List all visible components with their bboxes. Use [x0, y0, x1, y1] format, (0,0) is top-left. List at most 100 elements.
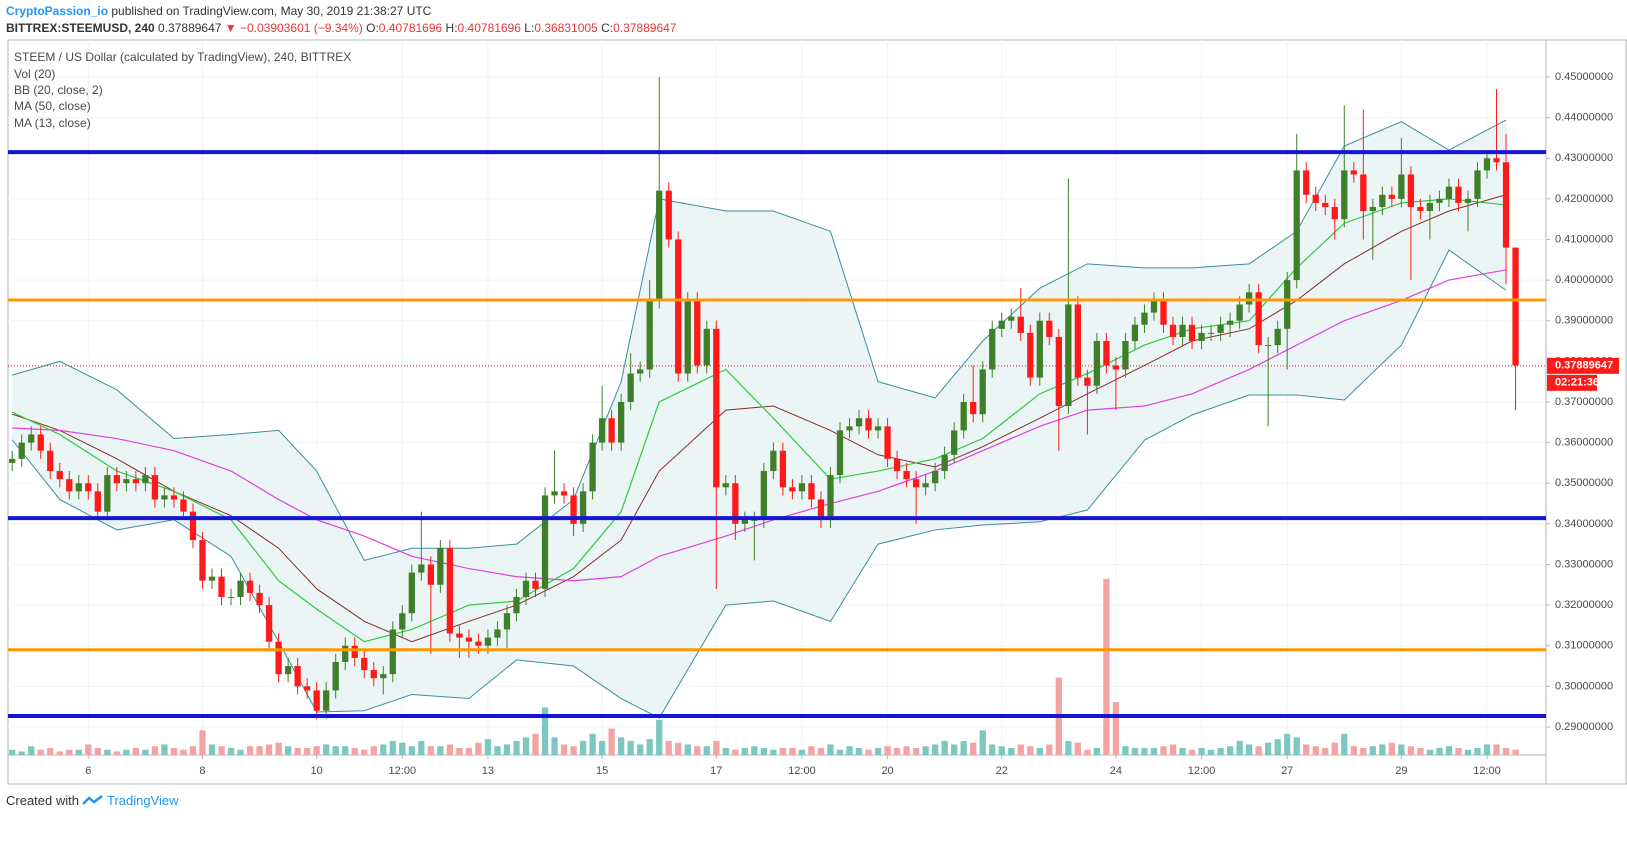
- volume-bar: [1065, 740, 1072, 755]
- candle-body: [589, 442, 596, 492]
- volume-bar: [560, 744, 568, 755]
- x-tick-label: 22: [996, 765, 1008, 777]
- brand[interactable]: TradingView: [106, 793, 179, 808]
- volume-bar: [218, 746, 225, 755]
- ohlc-value: 0.37889647: [613, 21, 677, 35]
- volume-bar: [798, 749, 806, 755]
- symbol: BITTREX:STEEMUSD, 240: [6, 21, 155, 35]
- volume-bar: [551, 737, 558, 755]
- volume-bar: [389, 740, 396, 755]
- volume-bar: [903, 746, 910, 755]
- volume-bar: [37, 749, 44, 755]
- candle-body: [884, 426, 891, 459]
- volume-bar: [1455, 747, 1462, 755]
- ohlc-key: C:: [601, 21, 614, 35]
- volume-bar: [1341, 733, 1348, 755]
- x-tick-label: 12:00: [1473, 765, 1501, 777]
- plot-area: [8, 76, 1546, 755]
- candle-body: [294, 666, 301, 687]
- published: published on TradingView.com, May 30, 20…: [111, 4, 432, 18]
- x-tick-label: 6: [85, 765, 91, 777]
- candle-body: [75, 483, 82, 492]
- candle-body: [227, 596, 235, 598]
- volume-bar: [713, 740, 720, 755]
- volume-bar: [1284, 733, 1291, 755]
- y-tick-label: 0.33000000: [1555, 558, 1613, 570]
- volume-bar: [1407, 746, 1415, 755]
- candle-body: [161, 495, 168, 500]
- candle-body: [532, 580, 539, 589]
- volume-bar: [951, 744, 958, 755]
- volume-bar: [732, 749, 739, 755]
- candle-body: [931, 471, 939, 484]
- candle-body: [361, 657, 368, 671]
- candle-body: [1141, 312, 1148, 325]
- candle-body: [1407, 174, 1415, 207]
- candle-body: [770, 450, 777, 472]
- volume-bar: [770, 749, 777, 755]
- candle-body: [1112, 365, 1120, 370]
- volume-bar: [1398, 744, 1405, 755]
- volume-bar: [1008, 747, 1015, 755]
- candle-body: [1265, 345, 1272, 347]
- candle-body: [1274, 328, 1281, 346]
- candle-body: [522, 580, 530, 597]
- candle-body: [237, 580, 244, 597]
- volume-bar: [979, 730, 986, 755]
- volume-bar: [598, 740, 606, 755]
- candle-body: [1474, 170, 1481, 199]
- candle-body: [123, 479, 130, 484]
- publish-line: CryptoPassion_io published on TradingVie…: [6, 4, 431, 18]
- ohlc-value: 0.36831005: [534, 21, 598, 35]
- y-tick-label: 0.43000000: [1555, 152, 1613, 164]
- volume-bar: [294, 747, 301, 755]
- footer-text: Created with: [6, 793, 79, 808]
- volume-bar: [846, 746, 853, 755]
- volume-bar: [256, 746, 263, 755]
- candle-body: [675, 239, 682, 374]
- volume-bar: [1198, 747, 1205, 755]
- volume-bar: [637, 744, 644, 755]
- candle-body: [66, 479, 73, 492]
- author[interactable]: CryptoPassion_io: [6, 4, 109, 18]
- candle-body: [323, 690, 330, 711]
- candle-body: [1464, 198, 1472, 203]
- candle-body: [1131, 324, 1139, 342]
- candle-body: [1245, 292, 1253, 305]
- volume-bar: [998, 746, 1005, 755]
- volume-bar: [1226, 746, 1234, 755]
- volume-bar: [246, 746, 254, 755]
- x-tick-label: 10: [311, 765, 323, 777]
- volume-bar: [893, 747, 901, 755]
- candle-body: [427, 564, 434, 585]
- volume-bar: [237, 749, 244, 755]
- volume-bar: [989, 744, 996, 755]
- volume-bar: [1217, 747, 1224, 755]
- candle-body: [684, 300, 691, 374]
- volume-bar: [513, 740, 520, 755]
- candle-body: [113, 475, 120, 484]
- candle-body: [722, 483, 729, 488]
- candle-body: [1331, 206, 1338, 220]
- candle-body: [989, 328, 996, 370]
- volume-bar: [931, 744, 939, 755]
- x-tick-label: 13: [482, 765, 494, 777]
- volume-bar: [1188, 749, 1196, 755]
- candle-body: [893, 458, 901, 472]
- candle-body: [1426, 202, 1434, 212]
- volume-bar: [1322, 747, 1329, 755]
- candle-body: [694, 300, 701, 366]
- volume-bar: [817, 747, 825, 755]
- volume-bar: [361, 749, 368, 755]
- candle-body: [846, 426, 853, 431]
- y-tick-label: 0.41000000: [1555, 233, 1613, 245]
- candle-body: [1255, 292, 1262, 346]
- bb-fill: [12, 120, 1507, 719]
- candle-body: [598, 418, 606, 443]
- volume-bar: [104, 749, 111, 755]
- candle-body: [1417, 206, 1424, 212]
- candle-body: [646, 300, 653, 370]
- volume-bar: [541, 707, 549, 755]
- candle-body: [1341, 170, 1348, 220]
